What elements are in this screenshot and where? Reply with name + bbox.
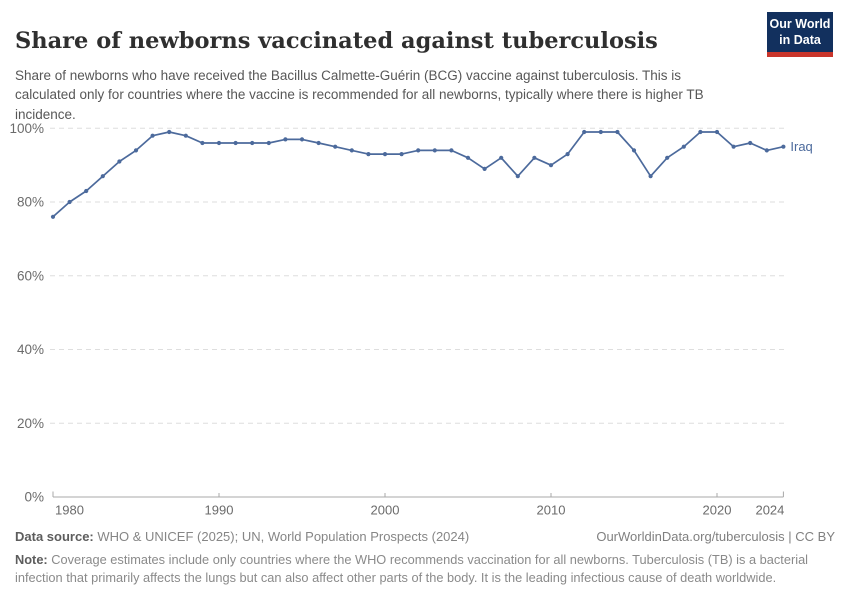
data-point-2001 xyxy=(399,152,404,157)
owid-logo-line2: in Data xyxy=(779,32,821,47)
y-tick-label-100: 100% xyxy=(9,121,44,136)
y-tick-label-40: 40% xyxy=(17,342,44,357)
data-point-1980 xyxy=(50,214,56,219)
data-point-1981 xyxy=(67,199,72,205)
data-point-2005 xyxy=(465,155,471,160)
data-point-1995 xyxy=(299,137,305,142)
series-label-iraq: Iraq xyxy=(790,139,812,154)
data-point-1987 xyxy=(167,129,172,135)
data-source-text: WHO & UNICEF (2025); UN, World Populatio… xyxy=(93,529,470,544)
data-point-2014 xyxy=(615,129,620,135)
data-point-2018 xyxy=(681,144,686,149)
line-chart: 0% 20% 40% 60% 80% 100% 1980 1990 2000 2010 2020 20… xyxy=(9,121,812,518)
data-point-2012 xyxy=(582,129,587,135)
note-label: Note: xyxy=(15,552,48,567)
data-point-2022 xyxy=(748,140,753,146)
data-point-2007 xyxy=(499,155,504,160)
data-point-1989 xyxy=(200,140,205,146)
x-tick-label-2000: 2000 xyxy=(371,503,400,518)
owid-logo-text: Our World in Data xyxy=(767,12,833,53)
note-text: Coverage estimates include only countrie… xyxy=(15,552,809,586)
data-point-1985 xyxy=(133,148,139,153)
data-point-1990 xyxy=(216,140,222,146)
x-tick-label-2020: 2020 xyxy=(703,503,732,518)
data-point-2008 xyxy=(515,174,520,179)
data-point-2002 xyxy=(416,148,421,153)
data-point-1997 xyxy=(333,144,338,149)
y-tick-label-20: 20% xyxy=(17,416,44,431)
data-point-2016 xyxy=(648,174,653,179)
x-tick-label-1990: 1990 xyxy=(205,503,234,518)
data-point-1996 xyxy=(316,140,321,146)
chart-subtitle: Share of newborns who have received the … xyxy=(15,67,704,122)
data-point-1988 xyxy=(183,133,188,138)
data-point-2017 xyxy=(665,155,670,160)
data-point-2003 xyxy=(432,148,437,153)
data-point-1986 xyxy=(150,133,155,138)
page-title: Share of newborns vaccinated against tub… xyxy=(15,28,658,55)
data-point-2024 xyxy=(781,144,786,149)
owid-logo: Our World in Data xyxy=(767,12,833,58)
data-point-1992 xyxy=(250,140,255,146)
data-source-line: Data source: WHO & UNICEF (2025); UN, Wo… xyxy=(15,529,469,544)
data-point-2020 xyxy=(714,129,720,135)
data-point-2013 xyxy=(598,129,603,135)
data-point-2010 xyxy=(548,163,554,168)
note-line: Note: Coverage estimates include only co… xyxy=(15,551,835,587)
y-tick-label-80: 80% xyxy=(17,195,44,210)
data-point-2019 xyxy=(698,129,703,135)
y-tick-label-0: 0% xyxy=(24,490,44,505)
data-point-2015 xyxy=(631,148,637,153)
data-point-1998 xyxy=(349,148,354,153)
data-point-1984 xyxy=(117,159,122,164)
x-tick-label-2024: 2024 xyxy=(755,503,784,518)
data-point-2006 xyxy=(482,166,487,171)
data-point-1994 xyxy=(283,137,288,142)
data-point-1982 xyxy=(84,188,89,194)
x-tick-label-2010: 2010 xyxy=(537,503,566,518)
data-point-1983 xyxy=(100,174,105,179)
data-source-label: Data source: xyxy=(15,529,94,544)
data-point-1991 xyxy=(233,140,238,146)
owid-logo-line1: Our World xyxy=(769,17,831,31)
y-tick-label-60: 60% xyxy=(17,268,44,283)
owid-logo-red-bar xyxy=(767,52,833,58)
data-point-2021 xyxy=(731,144,736,149)
data-point-2004 xyxy=(449,148,454,153)
x-tick-label-1980: 1980 xyxy=(55,503,84,518)
license-link[interactable]: OurWorldinData.org/tuberculosis | CC BY xyxy=(596,529,835,544)
data-point-1999 xyxy=(366,152,371,157)
data-point-2011 xyxy=(565,152,570,157)
data-point-2000 xyxy=(382,152,388,157)
data-point-2009 xyxy=(532,155,537,160)
chart-footer: Data source: WHO & UNICEF (2025); UN, Wo… xyxy=(15,529,835,587)
data-point-2023 xyxy=(764,148,769,153)
series-line-iraq xyxy=(52,131,785,218)
data-point-1993 xyxy=(266,140,271,146)
